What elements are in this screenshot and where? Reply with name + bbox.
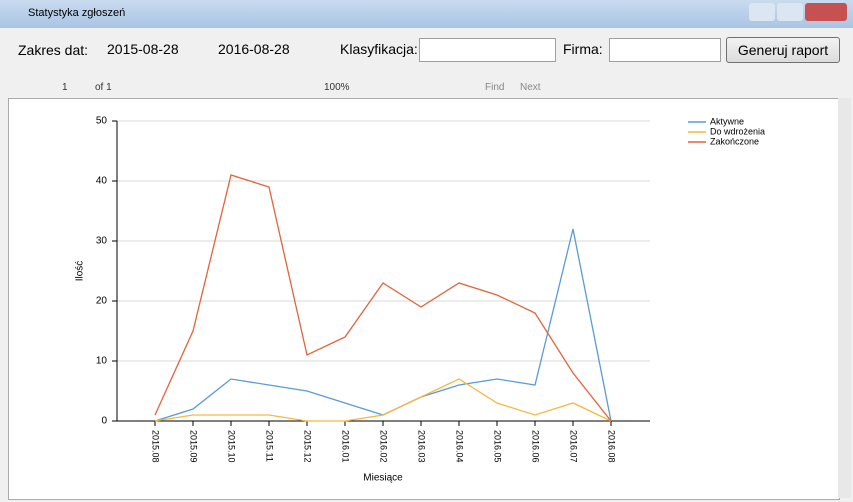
series-line	[155, 175, 611, 421]
x-tick-label: 2015.09	[189, 430, 199, 463]
y-tick-label: 50	[96, 116, 108, 127]
x-tick-label: 2015.08	[151, 430, 161, 463]
legend-label: Zakończone	[710, 136, 759, 146]
x-tick-label: 2015.11	[265, 430, 275, 462]
x-tick-label: 2016.03	[417, 430, 427, 463]
x-tick-label: 2016.06	[531, 430, 541, 463]
y-tick-label: 0	[101, 416, 107, 427]
x-tick-label: 2016.04	[455, 430, 465, 463]
x-axis-label: Miesiące	[363, 473, 403, 484]
legend-label: Aktywne	[710, 116, 744, 126]
x-tick-label: 2016.08	[607, 430, 617, 463]
y-axis-label: Ilość	[75, 261, 86, 282]
x-tick-label: 2015.10	[227, 430, 237, 463]
x-tick-label: 2015.12	[303, 430, 313, 463]
legend-label: Do wdrożenia	[710, 126, 765, 136]
x-tick-label: 2016.01	[341, 430, 351, 463]
chart: Ilość Miesiące 0 10 20 30 40 50 2015.08 2015.09…	[0, 0, 853, 502]
x-tick-label: 2016.07	[569, 430, 579, 463]
x-tick-label: 2016.02	[379, 430, 389, 463]
y-tick-label: 30	[96, 236, 108, 247]
y-tick-label: 40	[96, 176, 108, 187]
y-tick-label: 10	[96, 356, 108, 367]
y-tick-label: 20	[96, 296, 108, 307]
x-tick-label: 2016.05	[493, 430, 503, 463]
window: Statystyka zgłoszeń Zakres dat: 2015-08-…	[0, 0, 853, 502]
